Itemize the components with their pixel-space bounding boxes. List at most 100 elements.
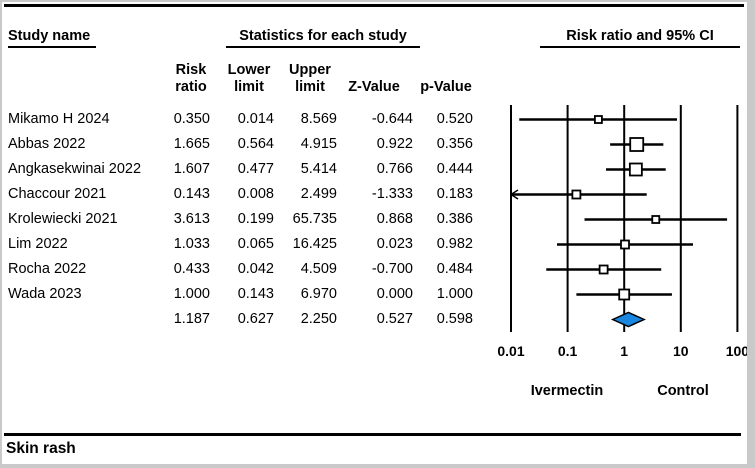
col-header-risk-ratio: Risk ratio: [146, 58, 236, 96]
risk-ratio-cell: 1.033: [173, 236, 210, 252]
risk-ratio-marker: [598, 264, 609, 275]
risk-ratio-marker: [618, 288, 631, 301]
lower-limit-cell: 0.014: [237, 111, 274, 127]
col-header-line: Upper: [289, 62, 331, 78]
p-value-cell: 0.484: [436, 261, 473, 277]
risk-ratio-marker: [593, 115, 603, 124]
forest-plot-canvas: Study name Statistics for each study Ris…: [2, 2, 747, 464]
upper-limit-cell: 2.499: [300, 186, 337, 202]
outcome-label: Skin rash: [6, 440, 76, 457]
study-name-cell: Rocha 2022: [8, 261, 87, 277]
forest-plot: 0.01 0.1 1 10 100: [497, 105, 747, 359]
study-name-cell: Mikamo H 2024: [8, 111, 110, 127]
bottom-rule: [4, 433, 741, 436]
z-value-cell: 0.527: [376, 311, 413, 327]
col-header-line: Lower: [227, 62, 271, 78]
study-name-cell: Lim 2022: [8, 236, 68, 252]
axis-tick-label: 100: [726, 343, 747, 359]
p-value-cell: 0.598: [436, 311, 473, 327]
lower-limit-cell: 0.042: [237, 261, 274, 277]
right-group-label: Control: [657, 383, 709, 399]
risk-ratio-cell: 1.187: [173, 311, 210, 327]
upper-limit-cell: 5.414: [300, 161, 337, 177]
z-value-cell: 0.023: [376, 236, 413, 252]
lower-limit-cell: 0.627: [237, 311, 274, 327]
p-value-cell: 0.386: [436, 211, 473, 227]
upper-limit-cell: 4.915: [300, 136, 337, 152]
risk-ratio-cell: 1.665: [173, 136, 210, 152]
ci-arrow-left: [510, 189, 519, 196]
summary-diamond: [610, 311, 646, 328]
axis-tick-label: 0.1: [558, 343, 578, 359]
col-header-line: ratio: [175, 79, 207, 95]
study-name-column-title: Study name: [8, 28, 96, 48]
col-header-lower-limit: Lower limit: [204, 58, 294, 96]
risk-ratio-marker: [571, 189, 582, 200]
risk-ratio-cell: 3.613: [173, 211, 210, 227]
col-header-upper-limit: Upper limit: [265, 58, 355, 96]
lower-limit-cell: 0.199: [237, 211, 274, 227]
z-value-cell: 0.766: [376, 161, 413, 177]
z-value-cell: 0.868: [376, 211, 413, 227]
ci-arrow-left: [510, 193, 519, 200]
col-header-line: Risk: [175, 62, 207, 78]
study-name-cell: Krolewiecki 2021: [8, 211, 118, 227]
p-value-cell: 0.183: [436, 186, 473, 202]
table-row: Rocha 2022 0.433 0.042 4.509 -0.700 0.484: [2, 257, 482, 282]
table-row: Angkasekwinai 2022 1.607 0.477 5.414 0.766 0.…: [2, 157, 482, 182]
table-row: Abbas 2022 1.665 0.564 4.915 0.922 0.356: [2, 132, 482, 157]
table-row: Wada 2023 1.000 0.143 6.970 0.000 1.000: [2, 282, 482, 307]
lower-limit-cell: 0.564: [237, 136, 274, 152]
col-header-line: limit: [234, 79, 264, 95]
upper-limit-cell: 65.735: [292, 211, 337, 227]
plot-section-title: Risk ratio and 95% CI: [540, 28, 740, 48]
summary-row: 1.187 0.627 2.250 0.527 0.598: [2, 307, 482, 332]
left-group-label: Ivermectin: [530, 383, 604, 399]
table-row: Lim 2022 1.033 0.065 16.425 0.023 0.982: [2, 232, 482, 257]
top-rule: [4, 4, 744, 7]
z-value-cell: 0.000: [376, 286, 413, 302]
axis-tick-label: 1: [620, 343, 628, 359]
study-name-cell: Wada 2023: [8, 286, 82, 302]
risk-ratio-marker: [620, 239, 630, 250]
z-value-cell: -1.333: [371, 186, 413, 202]
z-value-cell: -0.700: [371, 261, 413, 277]
p-value-cell: 1.000: [436, 286, 473, 302]
upper-limit-cell: 16.425: [292, 236, 337, 252]
col-header-z-value: Z-Value: [329, 58, 419, 96]
p-value-cell: 0.444: [436, 161, 473, 177]
col-header-line: p-Value: [420, 79, 472, 95]
p-value-cell: 0.356: [436, 136, 473, 152]
lower-limit-cell: 0.143: [237, 286, 274, 302]
lower-limit-cell: 0.065: [237, 236, 274, 252]
study-name-cell: Chaccour 2021: [8, 186, 107, 202]
table-row: Chaccour 2021 0.143 0.008 2.499 -1.333 0.183: [2, 182, 482, 207]
axis-tick-label: 10: [673, 343, 689, 359]
col-header-line: limit: [295, 79, 325, 95]
risk-ratio-cell: 0.350: [173, 111, 210, 127]
z-value-cell: 0.922: [376, 136, 413, 152]
lower-limit-cell: 0.477: [237, 161, 274, 177]
risk-ratio-cell: 1.607: [173, 161, 210, 177]
table-row: Mikamo H 2024 0.350 0.014 8.569 -0.644 0.520: [2, 107, 482, 132]
axis-tick-label: 0.01: [497, 343, 524, 359]
z-value-cell: -0.644: [371, 111, 413, 127]
statistics-section-title: Statistics for each study: [226, 28, 420, 48]
upper-limit-cell: 2.250: [300, 311, 337, 327]
risk-ratio-marker: [651, 215, 661, 224]
risk-ratio-cell: 1.000: [173, 286, 210, 302]
risk-ratio-cell: 0.143: [173, 186, 210, 202]
risk-ratio-cell: 0.433: [173, 261, 210, 277]
risk-ratio-marker: [629, 137, 645, 152]
col-header-line: Z-Value: [348, 79, 400, 95]
risk-ratio-marker: [628, 162, 643, 177]
study-name-cell: Abbas 2022: [8, 136, 86, 152]
col-header-p-value: p-Value: [401, 58, 491, 96]
lower-limit-cell: 0.008: [237, 186, 274, 202]
p-value-cell: 0.982: [436, 236, 473, 252]
upper-limit-cell: 6.970: [300, 286, 337, 302]
upper-limit-cell: 4.509: [300, 261, 337, 277]
p-value-cell: 0.520: [436, 111, 473, 127]
study-name-cell: Angkasekwinai 2022: [8, 161, 142, 177]
